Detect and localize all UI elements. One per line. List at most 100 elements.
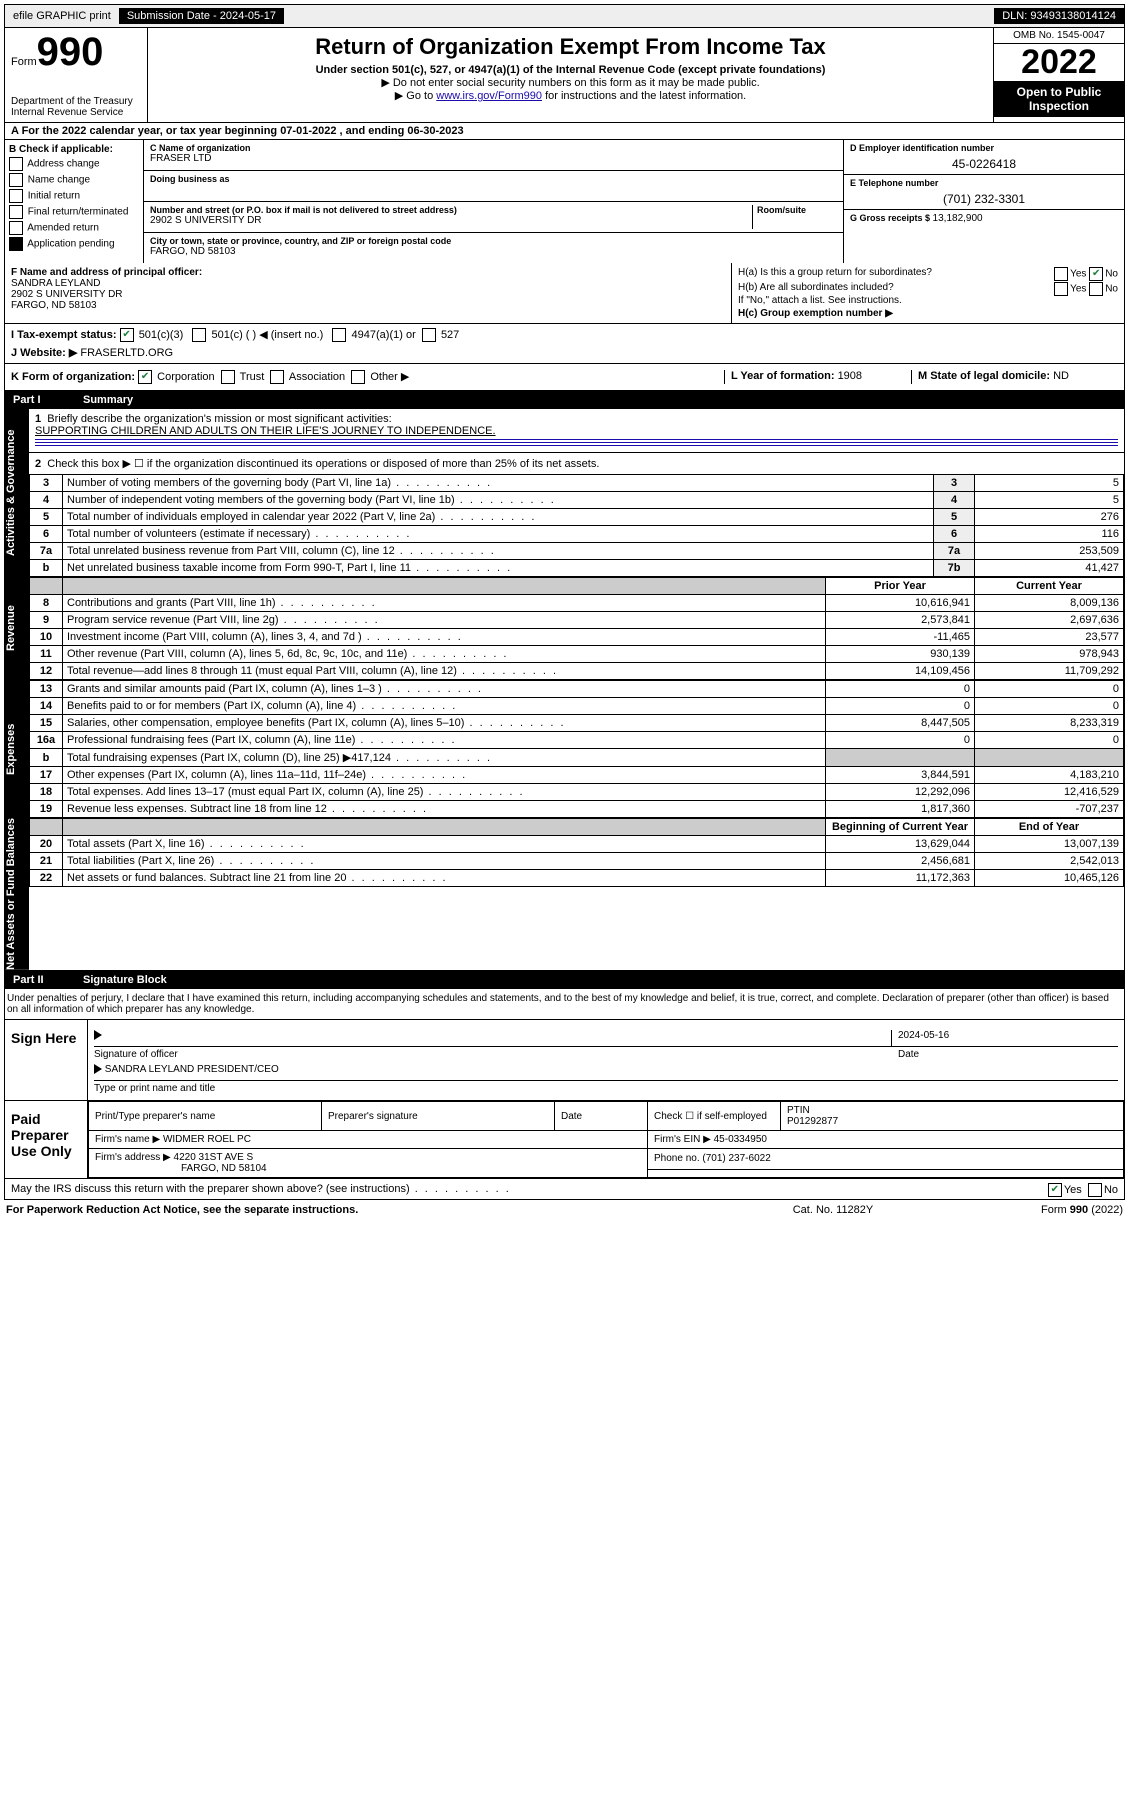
submission-date: Submission Date - 2024-05-17 [119, 8, 284, 24]
ag-section: Activities & Governance 1 Briefly descri… [4, 409, 1125, 577]
ha-no-cb[interactable]: ✔ [1089, 267, 1103, 281]
submission-date-value: 2024-05-17 [220, 10, 276, 22]
prep-date-cell: Date [555, 1102, 648, 1131]
arrow-icon [94, 1030, 102, 1040]
addr-cell: Number and street (or P.O. box if mail i… [144, 202, 843, 233]
form-ref: Form 990 (2022) [923, 1204, 1123, 1216]
row-m: M State of legal domicile: ND [911, 370, 1118, 384]
lbl-other: Other ▶ [370, 371, 409, 383]
firm-name-label: Firm's name ▶ [95, 1134, 163, 1145]
ptin-label: PTIN [787, 1105, 810, 1116]
addr-value: 2902 S UNIVERSITY DR [150, 215, 748, 226]
cb-application-pending[interactable]: Application pending [9, 237, 139, 251]
side-rev: Revenue [5, 577, 29, 680]
city-value: FARGO, ND 58103 [150, 246, 837, 257]
note2-pre: ▶ Go to [395, 90, 436, 102]
dln-label: DLN: [1002, 10, 1030, 22]
cb-corp[interactable]: ✔ [138, 370, 152, 384]
table-row: 14Benefits paid to or for members (Part … [30, 698, 1124, 715]
hb-no-cb[interactable] [1089, 282, 1103, 296]
line2-text: Check this box ▶ ☐ if the organization d… [47, 458, 599, 470]
pra-notice: For Paperwork Reduction Act Notice, see … [6, 1204, 743, 1216]
empty-cell [648, 1169, 1124, 1177]
gross-label: G Gross receipts $ [850, 213, 933, 223]
table-row: 19Revenue less expenses. Subtract line 1… [30, 801, 1124, 818]
ein-value: 45-0226418 [850, 157, 1118, 171]
cb-501c[interactable] [192, 328, 206, 342]
cb-address-change[interactable]: Address change [9, 157, 139, 171]
ha-row: H(a) Is this a group return for subordin… [738, 267, 1118, 278]
efile-label: efile GRAPHIC print [5, 8, 119, 24]
table-header: Beginning of Current YearEnd of Year [30, 819, 1124, 836]
sig-date: 2024-05-16 [891, 1030, 1118, 1046]
cb-final-return-label: Final return/terminated [28, 207, 129, 218]
firm-name-value: WIDMER ROEL PC [163, 1134, 251, 1145]
discuss-text: May the IRS discuss this return with the… [11, 1183, 511, 1195]
lbl-527: 527 [441, 329, 459, 341]
cb-527[interactable] [422, 328, 436, 342]
discuss-yes: Yes [1064, 1184, 1082, 1196]
paid-row-1: Print/Type preparer's name Preparer's si… [89, 1102, 1124, 1131]
cb-assoc[interactable] [270, 370, 284, 384]
row-m-label: M State of legal domicile: [918, 370, 1053, 382]
row-a: A For the 2022 calendar year, or tax yea… [4, 123, 1125, 140]
line1-label: Briefly describe the organization's miss… [47, 413, 391, 425]
cb-trust[interactable] [221, 370, 235, 384]
self-emp-cell: Check ☐ if self-employed [648, 1102, 781, 1131]
lbl-501c: 501(c) ( ) ◀ (insert no.) [212, 329, 324, 341]
cb-name-change[interactable]: Name change [9, 173, 139, 187]
table-row: 18Total expenses. Add lines 13–17 (must … [30, 784, 1124, 801]
row-klm: K Form of organization: ✔ Corporation Tr… [4, 364, 1125, 391]
irs-link[interactable]: www.irs.gov/Form990 [436, 90, 542, 102]
ha-no: No [1105, 269, 1118, 280]
officer-name: SANDRA LEYLAND [11, 278, 725, 289]
cb-other[interactable] [351, 370, 365, 384]
table-row: 15Salaries, other compensation, employee… [30, 715, 1124, 732]
table-row: 4Number of independent voting members of… [30, 492, 1124, 509]
firm-phone-value: (701) 237-6022 [702, 1153, 770, 1164]
row-ij: I Tax-exempt status: ✔ 501(c)(3) 501(c) … [4, 324, 1125, 364]
table-row: bTotal fundraising expenses (Part IX, co… [30, 749, 1124, 767]
rev-table: Prior YearCurrent Year8Contributions and… [29, 577, 1124, 680]
hb-note: If "No," attach a list. See instructions… [738, 295, 1118, 306]
cb-name-change-label: Name change [28, 175, 90, 186]
form-header: Form990 Department of the Treasury Inter… [4, 28, 1125, 123]
cb-501c3[interactable]: ✔ [120, 328, 134, 342]
addr-label: Number and street (or P.O. box if mail i… [150, 205, 748, 215]
exp-table: 13Grants and similar amounts paid (Part … [29, 680, 1124, 818]
paid-table: Print/Type preparer's name Preparer's si… [88, 1101, 1124, 1178]
form-note1: ▶ Do not enter social security numbers o… [154, 76, 987, 89]
lbl-corp: Corporation [157, 371, 214, 383]
ha-yes-cb[interactable] [1054, 267, 1068, 281]
top-bar: efile GRAPHIC print Submission Date - 20… [4, 4, 1125, 28]
table-row: 8Contributions and grants (Part VIII, li… [30, 595, 1124, 612]
ptin-cell: PTINP01292877 [781, 1102, 1124, 1131]
discuss-no: No [1104, 1184, 1118, 1196]
cb-4947[interactable] [332, 328, 346, 342]
row-j-label: J Website: ▶ [11, 347, 80, 359]
table-row: 9Program service revenue (Part VIII, lin… [30, 612, 1124, 629]
table-row: 7aTotal unrelated business revenue from … [30, 543, 1124, 560]
discuss-yes-cb[interactable]: ✔ [1048, 1183, 1062, 1197]
penalties-text: Under penalties of perjury, I declare th… [4, 989, 1125, 1020]
org-name: FRASER LTD [150, 153, 837, 164]
row-j: J Website: ▶ FRASERLTD.ORG [11, 346, 1118, 359]
city-cell: City or town, state or province, country… [144, 233, 843, 263]
firm-ein-value: 45-0334950 [714, 1134, 767, 1145]
firm-city-value: FARGO, ND 58104 [181, 1163, 267, 1174]
firm-ein-cell: Firm's EIN ▶ 45-0334950 [648, 1131, 1124, 1149]
firm-addr-value: 4220 31ST AVE S [174, 1152, 254, 1163]
cb-amended-return[interactable]: Amended return [9, 221, 139, 235]
firm-addr-label: Firm's address ▶ [95, 1152, 174, 1163]
side-exp: Expenses [5, 680, 29, 818]
table-header: Prior YearCurrent Year [30, 578, 1124, 595]
discuss-no-cb[interactable] [1088, 1183, 1102, 1197]
dln: DLN: 93493138014124 [994, 8, 1124, 24]
row-l-label: L Year of formation: [731, 370, 838, 382]
cb-final-return[interactable]: Final return/terminated [9, 205, 139, 219]
cb-initial-return[interactable]: Initial return [9, 189, 139, 203]
line2: 2 Check this box ▶ ☐ if the organization… [29, 453, 1124, 474]
table-row: 11Other revenue (Part VIII, column (A), … [30, 646, 1124, 663]
hb-yes-cb[interactable] [1054, 282, 1068, 296]
sign-here-label: Sign Here [5, 1020, 88, 1100]
